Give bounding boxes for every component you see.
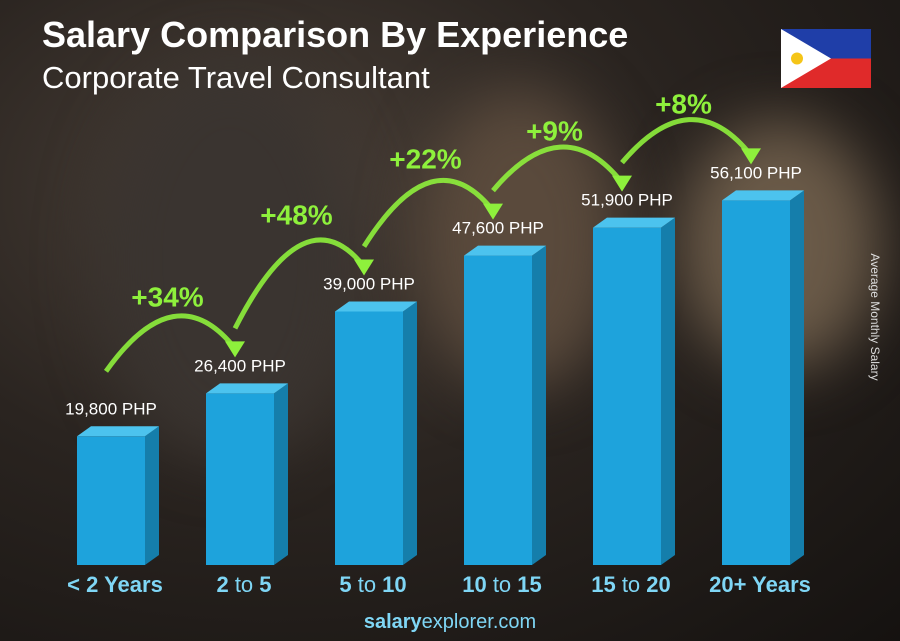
growth-arrow — [232, 237, 366, 330]
x-tick-part: to — [616, 572, 647, 597]
data-label: 51,900 PHP — [581, 191, 673, 210]
bar-side — [274, 383, 288, 565]
bar — [77, 436, 145, 565]
bar-side — [661, 217, 675, 565]
bar-top — [722, 190, 804, 201]
growth-arrow — [620, 117, 753, 165]
data-label: 56,100 PHP — [710, 163, 802, 182]
x-tick-label: 5 to 10 — [339, 572, 406, 597]
bar — [722, 200, 790, 565]
arrow-head-icon — [225, 341, 245, 358]
bar — [464, 255, 532, 565]
arrow-head-icon — [354, 259, 374, 276]
x-tick-part: 15 — [591, 572, 615, 597]
x-tick-label: 15 to 20 — [591, 572, 671, 597]
bar-side — [403, 301, 417, 565]
data-label: 47,600 PHP — [452, 219, 544, 238]
data-label: 39,000 PHP — [323, 275, 415, 294]
x-tick-part: 10 — [462, 572, 486, 597]
x-tick-part: 2 — [216, 572, 228, 597]
bar-top — [335, 301, 417, 312]
bar-top — [206, 383, 288, 394]
percent-change-label: +48% — [260, 200, 332, 231]
footer-brand[interactable]: salaryexplorer.com — [0, 611, 900, 634]
x-tick-label: 10 to 15 — [462, 572, 542, 597]
bar-side — [532, 245, 546, 565]
bar — [206, 393, 274, 565]
x-tick-label: 2 to 5 — [216, 572, 271, 597]
x-tick-part: 15 — [517, 572, 541, 597]
bar — [335, 311, 403, 565]
x-tick-label: 20+ Years — [709, 572, 811, 597]
x-tick-label: < 2 Years — [67, 572, 163, 597]
x-tick-part: to — [352, 572, 383, 597]
x-tick-part: 10 — [382, 572, 406, 597]
growth-arrow — [103, 313, 237, 373]
growth-arrow — [491, 144, 624, 193]
data-label: 19,800 PHP — [65, 399, 157, 418]
footer-brand-bold: salary — [363, 611, 422, 633]
arrow-head-icon — [612, 175, 632, 192]
arrow-head-icon — [483, 203, 503, 220]
bar-side — [145, 426, 159, 565]
bar — [593, 227, 661, 565]
percent-change-label: +8% — [655, 88, 712, 119]
x-tick-part: 5 — [339, 572, 351, 597]
data-label: 26,400 PHP — [194, 356, 286, 375]
x-tick-part: 5 — [259, 572, 271, 597]
x-tick-part: to — [487, 572, 518, 597]
arrow-head-icon — [741, 148, 761, 165]
growth-arrow — [361, 177, 495, 248]
percent-change-label: +34% — [131, 281, 203, 312]
percent-change-label: +9% — [526, 116, 583, 147]
x-tick-part: < 2 Years — [67, 572, 163, 597]
x-tick-part: 20+ Years — [709, 572, 811, 597]
bar-top — [464, 245, 546, 256]
philippines-flag-icon — [781, 29, 871, 88]
bar-top — [77, 426, 159, 437]
chart-title: Salary Comparison By Experience — [42, 14, 629, 55]
chart-subtitle: Corporate Travel Consultant — [42, 60, 430, 95]
x-tick-part: to — [229, 572, 260, 597]
footer-brand-regular: explorer.com — [421, 611, 537, 633]
x-tick-part: 20 — [646, 572, 670, 597]
bar-side — [790, 190, 804, 565]
bar-top — [593, 217, 675, 228]
percent-change-label: +22% — [389, 144, 461, 175]
